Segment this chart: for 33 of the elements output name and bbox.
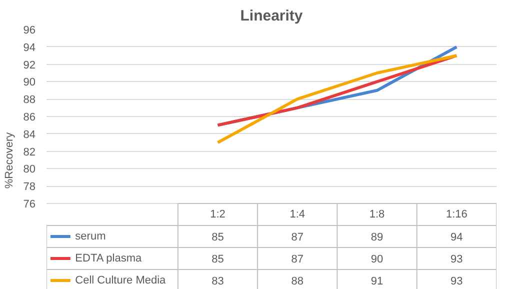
data-label: 90 (370, 254, 384, 266)
x-tick-label: 1:8 (369, 208, 385, 220)
data-label: 88 (291, 276, 304, 288)
y-tick-label: 88 (23, 94, 36, 106)
y-tick-label: 90 (23, 76, 36, 89)
data-label: 87 (291, 254, 304, 266)
x-tick-label: 1:16 (446, 208, 468, 220)
y-tick-label: 76 (23, 198, 36, 210)
y-tick-label: 84 (23, 128, 36, 141)
y-tick-label: 94 (23, 42, 36, 54)
data-label: 91 (370, 276, 384, 288)
data-label: 93 (450, 276, 463, 288)
data-label: 85 (212, 254, 224, 266)
legend-label: EDTA plasma (75, 252, 142, 264)
y-tick-label: 80 (23, 164, 36, 176)
line-series (216, 54, 458, 144)
x-tick-label: 1:4 (290, 208, 306, 220)
y-tick-label: 86 (23, 112, 36, 124)
chart-title: Linearity (240, 8, 304, 24)
legend-label: Cell Culture Media (75, 274, 167, 286)
y-tick-label: 96 (23, 24, 36, 36)
x-tick-label: 1:2 (210, 208, 226, 220)
y-tick-label: 78 (23, 181, 36, 194)
y-tick-label: 82 (23, 146, 36, 158)
y-tick-label: 92 (23, 59, 36, 72)
data-label: 94 (450, 232, 463, 244)
y-axis-title: %Recovery (3, 132, 16, 189)
data-label: 89 (370, 232, 384, 244)
data-label: 87 (291, 232, 304, 244)
data-label: 83 (212, 276, 224, 288)
legend-label: serum (75, 230, 106, 242)
data-label: 85 (212, 232, 224, 244)
data-label: 93 (450, 254, 463, 266)
